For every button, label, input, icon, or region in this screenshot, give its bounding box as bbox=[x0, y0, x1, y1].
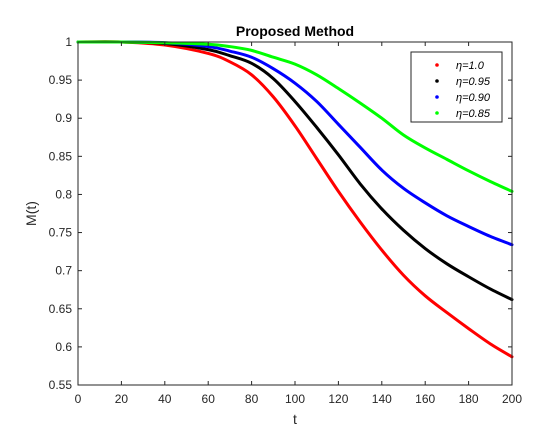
x-tick-label: 200 bbox=[502, 392, 522, 406]
x-tick-label: 60 bbox=[202, 392, 216, 406]
x-tick-label: 20 bbox=[115, 392, 129, 406]
legend-label-2: η=0.95 bbox=[456, 76, 491, 88]
x-tick-label: 160 bbox=[415, 392, 435, 406]
y-tick-label: 0.8 bbox=[55, 187, 72, 201]
y-tick-label: 0.6 bbox=[55, 340, 72, 354]
y-tick-label: 0.85 bbox=[49, 149, 73, 163]
ticks-layer: 0 20 40 60 80 100 120 140 160 180 200 0.55 0.6 0.65 0.… bbox=[49, 35, 523, 406]
y-tick-label: 1 bbox=[65, 35, 72, 49]
legend-label-4: η=0.85 bbox=[456, 108, 491, 120]
series-line-1 bbox=[76, 40, 514, 359]
legend-box bbox=[410, 51, 503, 123]
legend-marker-2 bbox=[435, 79, 439, 83]
legend: η=1.0 η=0.95 η=0.90 η=0.85 bbox=[410, 51, 503, 123]
series-line-3 bbox=[76, 40, 514, 247]
series-line-2 bbox=[76, 40, 514, 302]
chart-title: Proposed Method bbox=[236, 23, 354, 39]
y-tick-label: 0.65 bbox=[49, 302, 73, 316]
series-line-4 bbox=[76, 40, 514, 193]
x-tick-label: 100 bbox=[285, 392, 305, 406]
x-tick-label: 120 bbox=[328, 392, 348, 406]
legend-marker-4 bbox=[435, 111, 439, 115]
x-tick-label: 80 bbox=[245, 392, 259, 406]
y-tick-label: 0.9 bbox=[55, 111, 72, 125]
x-tick-label: 140 bbox=[372, 392, 392, 406]
y-tick-label: 0.75 bbox=[49, 226, 73, 240]
y-tick-label: 0.7 bbox=[55, 264, 72, 278]
legend-label-1: η=1.0 bbox=[456, 60, 485, 72]
y-tick-label: 0.95 bbox=[49, 73, 73, 87]
x-axis-label: t bbox=[293, 411, 297, 427]
legend-marker-1 bbox=[435, 63, 439, 67]
y-tick-label: 0.55 bbox=[49, 378, 73, 392]
x-tick-label: 40 bbox=[158, 392, 172, 406]
y-axis-label: M(t) bbox=[23, 201, 39, 226]
legend-marker-3 bbox=[435, 95, 439, 99]
x-tick-label: 180 bbox=[459, 392, 479, 406]
legend-label-3: η=0.90 bbox=[456, 92, 491, 104]
x-tick-label: 0 bbox=[75, 392, 82, 406]
series-layer bbox=[76, 40, 514, 359]
